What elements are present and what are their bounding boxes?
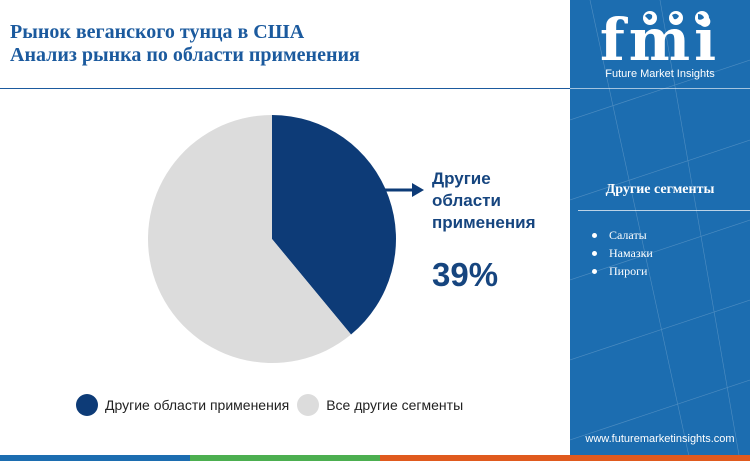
segments-title: Другие сегменты [605, 182, 715, 197]
segments-divider [578, 210, 750, 211]
logo-divider [570, 88, 750, 89]
legend-item: Другие области применения [76, 394, 289, 416]
bottom-bar-segment [380, 455, 750, 461]
chart-legend: Другие области применения Все другие сегм… [76, 394, 471, 416]
legend-swatch [297, 394, 320, 416]
website-url[interactable]: www.futuremarketinsights.com [585, 433, 735, 445]
pie-slice-2 [147, 114, 352, 363]
pie-slice-1 [272, 115, 396, 335]
sidebar: fmi Future Market Insights Другие сегмен… [570, 0, 750, 461]
segment-item: Салаты [592, 226, 653, 244]
legend-label: Все другие сегменты [326, 397, 464, 413]
legend-label: Другие области применения [105, 397, 290, 413]
callout-arrow-head [412, 183, 424, 197]
segment-item: Намазки [592, 244, 653, 262]
legend-swatch [76, 394, 98, 416]
bullet-icon [592, 250, 597, 256]
callout-value: 39% [432, 256, 499, 293]
bullet-icon [592, 232, 597, 238]
sidebar-texture [570, 0, 750, 461]
segment-label: Пироги [609, 264, 648, 278]
segment-label: Салаты [609, 228, 647, 242]
page-title: Рынок веганского тунца в США Анализ рынк… [10, 21, 360, 67]
bottom-bar-segment [190, 455, 380, 461]
segment-label: Намазки [609, 246, 653, 260]
title-line-2: Анализ рынка по области применения [10, 44, 360, 66]
segment-item: Пироги [592, 262, 653, 280]
segments-list: Салаты Намазки Пироги [592, 226, 653, 280]
bottom-bar-segment [0, 455, 190, 461]
logo-subtitle: Future Market Insights [605, 68, 715, 80]
legend-item: Все другие сегменты [297, 394, 463, 416]
callout-arrow [381, 183, 424, 197]
fmi-logo: fmi [600, 10, 716, 70]
callout-label: Другие области применения [432, 169, 536, 232]
title-divider [0, 88, 570, 89]
chart-panel: Рынок веганского тунца в США Анализ рынк… [0, 21, 570, 416]
bullet-icon [592, 268, 597, 274]
title-line-1: Рынок веганского тунца в США [10, 21, 305, 43]
pie-slices [147, 114, 396, 363]
pie-chart [147, 114, 424, 363]
